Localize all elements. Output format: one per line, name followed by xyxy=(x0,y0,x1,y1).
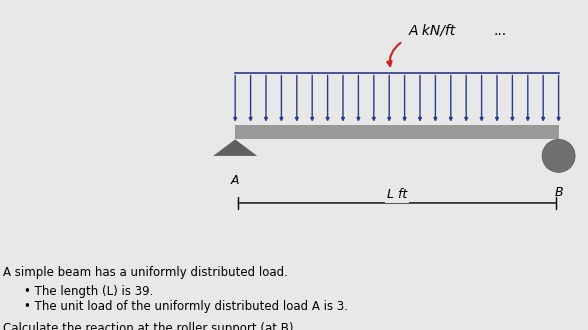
Text: • The unit load of the uniformly distributed load A is 3.: • The unit load of the uniformly distrib… xyxy=(24,300,348,313)
Text: A kN/ft: A kN/ft xyxy=(409,24,456,38)
Ellipse shape xyxy=(542,139,575,172)
Text: A simple beam has a uniformly distributed load.: A simple beam has a uniformly distribute… xyxy=(3,266,288,279)
Text: B: B xyxy=(554,185,563,199)
Polygon shape xyxy=(213,139,258,156)
Text: L ft: L ft xyxy=(387,188,407,201)
Bar xyxy=(235,124,559,139)
Text: ...: ... xyxy=(494,24,507,38)
Text: A: A xyxy=(231,174,239,187)
Text: Calculate the reaction at the roller support (at B).: Calculate the reaction at the roller sup… xyxy=(3,322,297,330)
Text: • The length (L) is 39.: • The length (L) is 39. xyxy=(24,285,153,298)
